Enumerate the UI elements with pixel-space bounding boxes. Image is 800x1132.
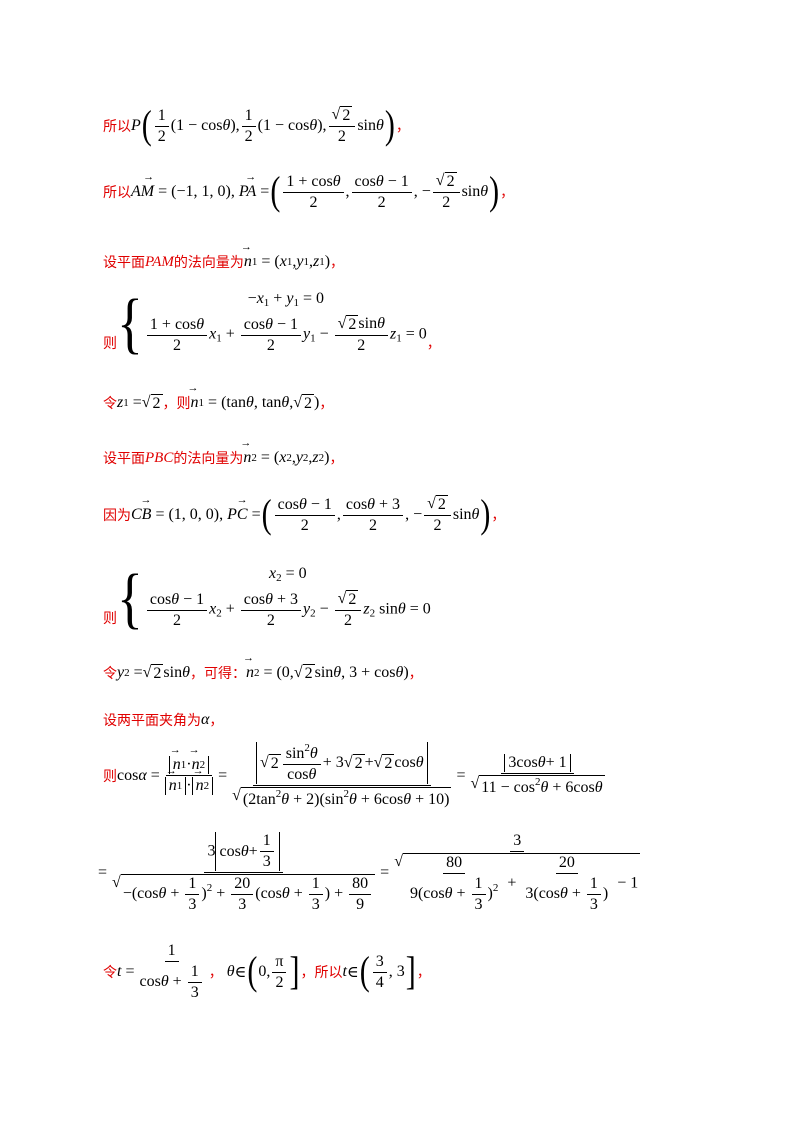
formula-t-range: t ∈ (3 4, 3] (342, 949, 416, 994)
text-ze: ，则 (162, 396, 191, 412)
text-ling: 令 (103, 666, 117, 682)
text-normal-vector: 的法向量为 (173, 451, 244, 467)
text-ze: 则 (103, 610, 117, 627)
line-normal-pbc: 设平面 PBC 的法向量为 n2 = (x2, y2, z2) ， (103, 437, 344, 468)
text-kede: ，可得： (189, 666, 246, 682)
text-set-plane: 设平面 (103, 451, 145, 467)
punct-comma: ， (319, 396, 334, 412)
line-point-p: 所以 P( 1 2 (1 − cos θ), 1 2 (1 − cos θ), √ 2 2 sin… (103, 103, 410, 148)
punct-comma: ， (330, 255, 345, 271)
text-suoyi: 所以 (103, 119, 131, 135)
punct-comma: ， (491, 508, 506, 524)
line-simplified: = 3 cos θ + 1 3 √ −(cosθ + 1 3)2 + 20 3 (cosθ + … (98, 832, 645, 914)
line-vectors-cb-pc: 因为 CB = (1, 0, 0), PC =( cosθ − 12, cosθ… (103, 494, 506, 535)
formula-system-1: −x1 + y1 = 0 1 + cosθ 2 x1 + cosθ − 1 2 y1 −… (145, 290, 427, 355)
line-system-2: 则 { x2 = 0 cosθ − 1 2 x2 + cosθ + 3 2 y2 − √… (103, 560, 431, 635)
punct-comma: ， (208, 965, 223, 981)
text-set-angle: 设两平面夹角为 (103, 713, 201, 729)
punct-comma: ， (395, 119, 410, 135)
symbol-alpha: α (201, 711, 210, 728)
punct-comma: ， (500, 185, 515, 201)
punct-comma: ， (426, 335, 441, 352)
formula-n2: n2 = (x2, y2, z2) (240, 437, 329, 467)
text-suoyi: 所以 (103, 185, 131, 201)
punct-comma: ， (408, 666, 423, 682)
text-set-plane: 设平面 (103, 255, 145, 271)
line-normal-pam: 设平面 PAM 的法向量为 n1 = (x1, y1, z1) ， (103, 241, 345, 272)
formula-system-2: x2 = 0 cosθ − 1 2 x2 + cosθ + 3 2 y2 − √ 2 2 z2… (145, 565, 431, 630)
plane-name-pam: PAM (145, 253, 174, 270)
formula-simplified: = 3 cos θ + 1 3 √ −(cosθ + 1 3)2 + 20 3 (cosθ + … (98, 832, 641, 913)
formula-n1: n1 = (x1, y1, z1) (241, 241, 330, 271)
text-ze: 则 (103, 335, 117, 352)
formula-point-p: P( 1 2 (1 − cos θ), 1 2 (1 − cos θ), √ 2 2 sin θ) (131, 103, 395, 148)
text-ling: 令 (103, 965, 117, 981)
formula-vectors-cb-pc: CB = (1, 0, 0), PC =( cosθ − 12, cosθ + … (131, 494, 491, 535)
text-suoyi: ，所以 (300, 965, 343, 981)
punct-comma: ， (329, 451, 344, 467)
punct-comma: ， (209, 713, 224, 729)
plane-name-pbc: PBC (145, 449, 174, 466)
text-yinwei: 因为 (103, 508, 131, 524)
text-ling: 令 (103, 396, 117, 412)
text-normal-vector: 的法向量为 (173, 255, 244, 271)
text-ze: 则 (103, 768, 117, 785)
punct-comma: ， (416, 965, 431, 981)
formula-theta-range: θ ∈ (0, π 2] (226, 949, 300, 994)
line-angle: 设两平面夹角为 α ， (103, 710, 223, 730)
